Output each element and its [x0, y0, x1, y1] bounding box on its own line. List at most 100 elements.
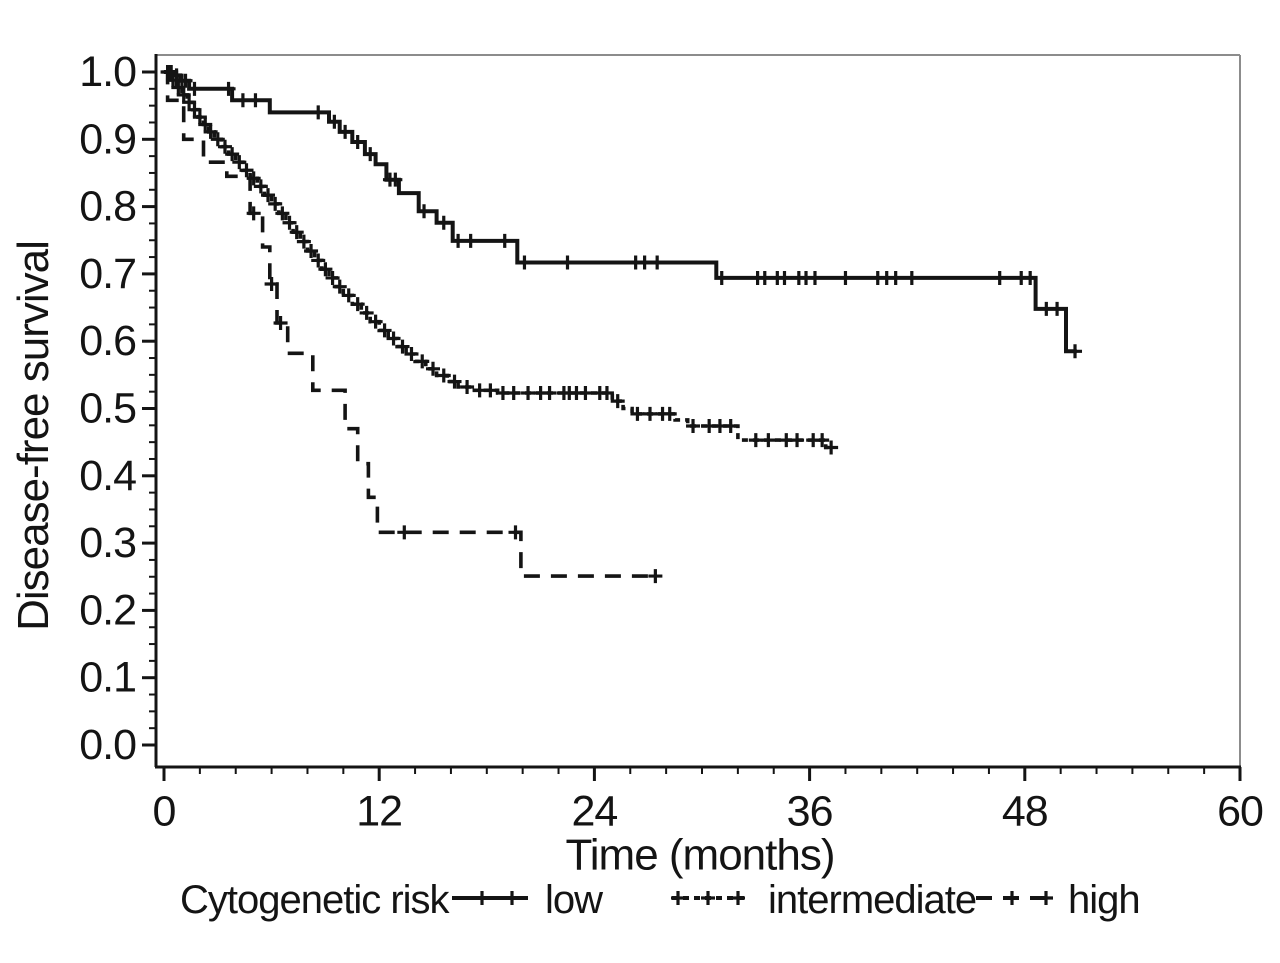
censor-mark-low — [838, 270, 853, 285]
censor-mark-intermediate — [232, 155, 247, 170]
censor-mark-intermediate — [182, 95, 197, 110]
censor-mark-intermediate — [447, 374, 462, 389]
censor-mark-intermediate — [686, 418, 701, 433]
censor-mark-intermediate — [282, 215, 297, 230]
censor-mark-intermediate — [642, 406, 657, 421]
legend-label-low: low — [545, 878, 603, 922]
y-tick-label: 1.0 — [79, 48, 136, 96]
censor-mark-low — [451, 233, 466, 248]
censor-mark-high — [397, 525, 412, 540]
series-low — [164, 70, 1077, 354]
censor-mark-low — [777, 270, 792, 285]
censor-mark-intermediate — [341, 288, 356, 303]
legend-label-high: high — [1068, 878, 1140, 922]
censor-mark-intermediate — [318, 262, 333, 277]
y-tick-label: 0.3 — [79, 519, 136, 567]
censor-mark-intermediate — [610, 394, 625, 409]
series-high — [164, 70, 658, 578]
censor-mark-low — [327, 114, 342, 129]
censor-mark-low — [1068, 344, 1083, 359]
censor-mark-intermediate — [368, 314, 383, 329]
censor-mark-intermediate — [325, 270, 340, 285]
censor-mark-low — [436, 215, 451, 230]
censor-mark-intermediate — [521, 386, 536, 401]
censor-mark-intermediate — [217, 139, 232, 154]
censor-mark-intermediate — [275, 206, 290, 221]
censor-mark-intermediate — [426, 361, 440, 376]
censor-mark-low — [235, 93, 250, 108]
censor-mark-intermediate — [239, 163, 254, 178]
legend-item-high: high — [976, 878, 1141, 922]
y-tick-label: 0.1 — [79, 654, 136, 702]
censor-mark-intermediate — [304, 244, 319, 259]
censor-mark-high — [508, 525, 523, 540]
censor-mark-low — [221, 81, 236, 96]
censor-mark-intermediate — [723, 418, 738, 433]
censor-mark-low — [417, 204, 432, 219]
censor-mark-intermediate — [210, 132, 225, 147]
censor-mark-intermediate — [506, 386, 521, 401]
censor-mark-intermediate — [404, 346, 419, 361]
censor-mark-low — [187, 81, 202, 96]
censor-mark-intermediate — [289, 225, 304, 240]
censor-mark-intermediate — [311, 253, 326, 268]
legend-censor-glyph-intermediate — [701, 891, 715, 905]
censor-mark-intermediate — [748, 433, 763, 448]
censor-mark-low — [714, 270, 729, 285]
legend: low intermediate high — [452, 878, 1141, 922]
censor-mark-low — [311, 105, 326, 120]
legend-item-low: low — [452, 878, 604, 922]
censor-mark-low — [178, 73, 193, 88]
y-tick-label: 0.9 — [79, 115, 136, 163]
censor-mark-intermediate — [203, 124, 218, 139]
censor-mark-low — [807, 270, 822, 285]
censor-mark-intermediate — [542, 386, 557, 401]
censor-mark-intermediate — [268, 196, 283, 211]
censor-mark-low — [757, 270, 772, 285]
censor-mark-low — [248, 93, 263, 108]
legend-censor-glyph-intermediate — [671, 891, 685, 905]
censor-mark-intermediate — [436, 368, 451, 383]
censor-mark-intermediate — [662, 406, 677, 421]
censor-mark-intermediate — [386, 331, 401, 346]
censor-mark-intermediate — [483, 383, 498, 398]
x-axis-label: Time (months) — [566, 831, 835, 880]
censor-mark-low — [338, 124, 353, 139]
censor-mark-intermediate — [192, 110, 207, 125]
censor-mark-high — [246, 206, 261, 221]
censor-mark-intermediate — [630, 406, 645, 421]
censor-mark-intermediate — [171, 80, 186, 95]
censor-mark-intermediate — [253, 179, 268, 194]
censor-mark-low — [517, 255, 532, 270]
censor-mark-intermediate — [790, 433, 805, 448]
legend-label-intermediate: intermediate — [768, 878, 976, 922]
censor-mark-intermediate — [261, 188, 276, 203]
censor-mark-low — [637, 255, 652, 270]
censor-mark-low — [1050, 301, 1065, 316]
censor-mark-low — [560, 255, 575, 270]
y-axis-label: Disease-free survival — [9, 241, 58, 631]
censor-mark-high — [273, 316, 288, 331]
x-tick-label: 0 — [153, 787, 176, 835]
censor-mark-intermediate — [824, 440, 839, 455]
censor-mark-intermediate — [359, 305, 374, 320]
x-tick-label: 36 — [787, 787, 833, 835]
censor-mark-low — [992, 270, 1007, 285]
censor-mark-low — [888, 270, 903, 285]
censor-mark-intermediate — [415, 354, 430, 369]
censor-mark-low — [650, 255, 665, 270]
y-tick-label: 0.7 — [79, 250, 136, 298]
censor-mark-low — [363, 147, 378, 162]
y-tick-label: 0.5 — [79, 385, 136, 433]
censor-mark-intermediate — [815, 433, 830, 448]
y-tick-label: 0.6 — [79, 317, 136, 365]
censor-mark-intermediate — [350, 297, 365, 312]
censor-mark-intermediate — [761, 433, 776, 448]
censor-mark-intermediate — [395, 339, 410, 354]
legend-title: Cytogenetic risk — [180, 878, 451, 922]
censor-mark-low — [388, 172, 403, 187]
censor-mark-high — [264, 276, 279, 291]
censor-mark-low — [1023, 270, 1038, 285]
plot-area: 0 12 24 36 48 60 0.0 0.1 0.2 0.3 0.4 0.5 0.6 0.7 0.8 0.… — [79, 48, 1264, 835]
